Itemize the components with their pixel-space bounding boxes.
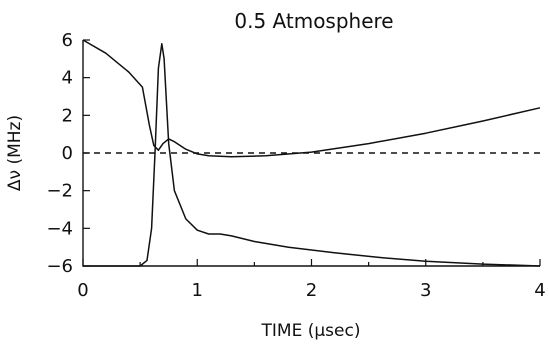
- x-tick-label: 3: [420, 280, 431, 301]
- y-tick-label: 4: [62, 68, 73, 89]
- y-tick-label: −6: [46, 256, 73, 277]
- y-tick-label: 6: [62, 30, 73, 51]
- x-tick-label: 4: [534, 280, 545, 301]
- x-tick-label: 0: [77, 280, 88, 301]
- y-tick-label: 0: [62, 143, 73, 164]
- y-axis-label: Δν (MHz): [5, 115, 25, 191]
- series-group: [82, 39, 541, 267]
- y-tick-label: 2: [62, 105, 73, 126]
- series-line-2: [83, 43, 541, 267]
- x-tick-label: 2: [306, 280, 317, 301]
- x-axis-label: TIME (μsec): [261, 321, 361, 341]
- series-line-1: [82, 39, 541, 158]
- x-tick-label: 1: [192, 280, 203, 301]
- y-tick-label: −4: [46, 218, 73, 239]
- chart-title: 0.5 Atmosphere: [234, 9, 393, 33]
- y-tick-label: −2: [46, 181, 73, 202]
